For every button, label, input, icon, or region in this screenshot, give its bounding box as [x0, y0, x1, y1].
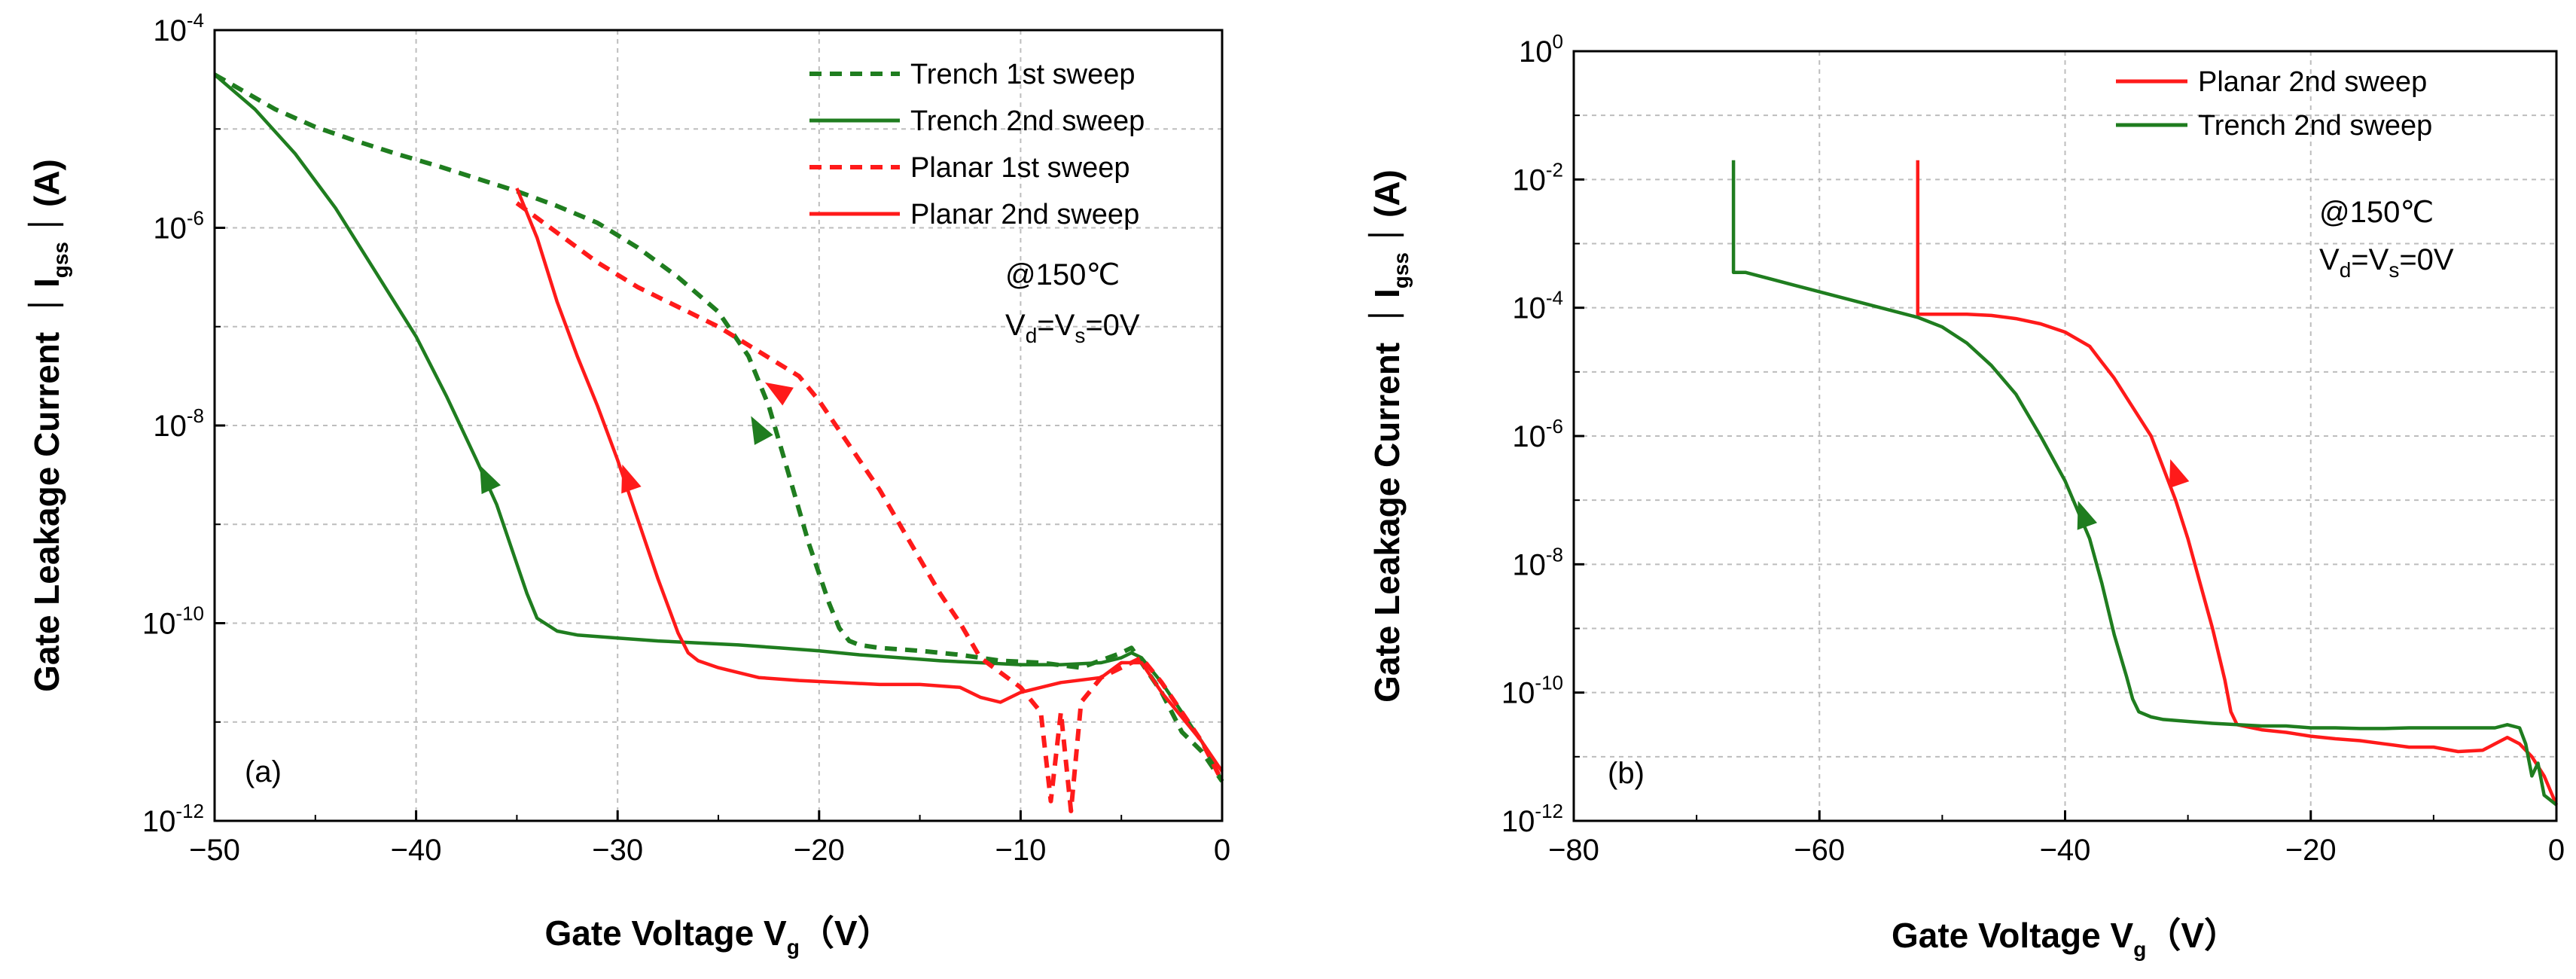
legend-entry: Planar 1st sweep: [910, 152, 1130, 184]
sweep-arrow-1: [2077, 501, 2097, 530]
panel-label: (b): [1608, 757, 1645, 790]
series-line-planar-1st-sweep: [515, 201, 1224, 813]
y-tick-label: 10-6: [1512, 415, 1563, 453]
sweep-arrow-0: [751, 416, 773, 445]
series-line-trench-2nd-sweep: [1731, 160, 2558, 807]
sweep-arrow-0: [2169, 459, 2190, 489]
sweep-arrow-3: [621, 464, 642, 494]
x-tick-label: −60: [1794, 834, 1845, 867]
x-tick-label: −10: [995, 834, 1046, 867]
temperature-annotation: @150℃: [1005, 258, 1120, 291]
gridlines: [215, 30, 1222, 821]
series-line-trench-2nd-sweep: [213, 73, 1224, 782]
bias-annotation: Vd=Vs=0V: [1005, 309, 1140, 347]
legend-entry: Trench 2nd sweep: [2198, 110, 2432, 142]
x-tick-label: −20: [794, 834, 845, 867]
plot-frame: [213, 29, 1224, 822]
gridlines: [1574, 51, 2556, 821]
y-tick-label: 10-8: [1512, 543, 1563, 581]
chart-panel-a: −50 −40 −30 −20 −10 0 10-12 10-10 10-8 10-6 10-4 Ga…: [27, 9, 1230, 959]
legend-entry: Trench 1st sweep: [910, 59, 1136, 90]
legend-entry: Planar 2nd sweep: [910, 199, 1139, 230]
legend-entry: Trench 2nd sweep: [910, 105, 1145, 137]
x-tick-label: −40: [2040, 834, 2091, 867]
legend: Planar 2nd sweep Trench 2nd sweep: [2116, 66, 2432, 142]
y-tick-label: 10-4: [1512, 287, 1563, 325]
series-line-planar-2nd-sweep: [515, 188, 1224, 773]
series-line-trench-1st-sweep: [213, 72, 1224, 783]
legend-entry: Planar 2nd sweep: [2198, 66, 2427, 98]
x-tick-label: 0: [1214, 834, 1230, 867]
x-tick-label: −40: [391, 834, 442, 867]
y-tick-label: 10-10: [1501, 672, 1563, 710]
bias-annotation: Vd=Vs=0V: [2319, 243, 2454, 282]
y-tick-label: 10-12: [142, 800, 204, 838]
x-axis-label: Gate Voltage Vg（V）: [544, 913, 892, 959]
y-axis-label: Gate Leakage Current ｜Igss｜(A): [27, 159, 72, 692]
panel-label: (a): [245, 755, 282, 788]
x-tick-label: −80: [1548, 834, 1599, 867]
x-tick-label: −50: [189, 834, 240, 867]
chart-panel-b: −80 −60 −40 −20 0 10-12 10-10 10-8 10-6 10-4 10-2 1…: [1367, 30, 2565, 961]
x-axis-label: Gate Voltage Vg（V）: [1892, 916, 2239, 961]
x-tick-label: 0: [2548, 834, 2565, 867]
sweep-arrow-2: [764, 382, 794, 406]
y-tick-label: 10-4: [153, 9, 204, 47]
x-tick-label: −30: [592, 834, 643, 867]
legend: Trench 1st sweep Trench 2nd sweep Planar 1…: [809, 59, 1145, 230]
y-tick-label: 10-12: [1501, 800, 1563, 838]
temperature-annotation: @150℃: [2319, 196, 2434, 229]
y-tick-label: 10-2: [1512, 158, 1563, 197]
y-tick-label: 10-8: [153, 404, 204, 443]
sweep-arrow-1: [480, 465, 501, 495]
y-tick-label: 10-10: [142, 602, 204, 641]
series-line-planar-2nd-sweep: [1916, 160, 2559, 806]
y-tick-label: 10-6: [153, 207, 204, 246]
y-tick-label: 100: [1519, 30, 1563, 69]
y-axis-label: Gate Leakage Current ｜Igss｜(A): [1367, 169, 1413, 703]
x-tick-label: −20: [2285, 834, 2337, 867]
